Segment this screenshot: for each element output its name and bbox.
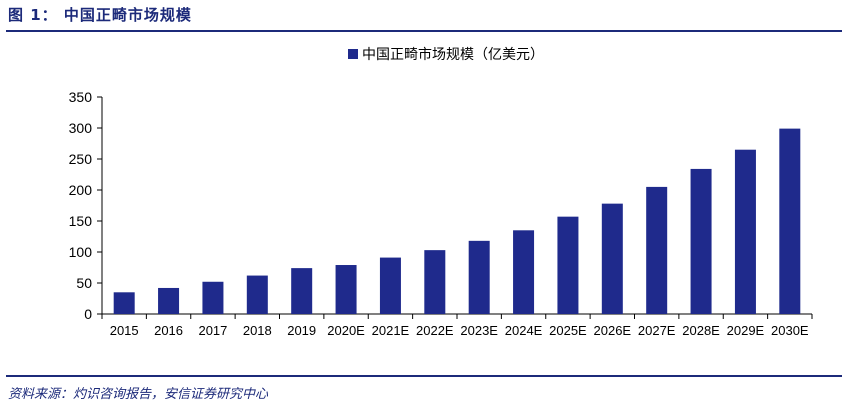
legend-swatch: [348, 49, 358, 59]
title-divider: [6, 30, 842, 32]
bar-2030E: [779, 128, 801, 314]
x-tick-label: 2021E: [372, 323, 410, 338]
x-axis-labels: 2015 2016 2017 2018 2019 2020E 2021E 2022E 2023E…: [110, 323, 809, 338]
y-tick-label: 200: [69, 182, 93, 198]
y-tick-label: 0: [84, 306, 92, 322]
bar-2022E: [424, 250, 446, 314]
legend-label: 中国正畸市场规模（亿美元）: [362, 46, 544, 63]
bar-2016: [158, 287, 180, 314]
y-tick-label: 50: [76, 275, 92, 291]
x-tick-label: 2023E: [460, 323, 498, 338]
bar-2018: [246, 275, 268, 314]
y-tick-label: 150: [69, 213, 93, 229]
legend: 中国正畸市场规模（亿美元）: [348, 46, 544, 63]
bar-2026E: [601, 203, 623, 314]
bar-2019: [291, 268, 313, 314]
bar-2028E: [690, 168, 712, 314]
x-tick-label: 2027E: [638, 323, 676, 338]
bar-chart: 中国正畸市场规模（亿美元） 2015 2016 2017 2018 2019 2020E 2…: [69, 46, 813, 338]
bar-2029E: [734, 149, 756, 314]
bar-2021E: [379, 257, 401, 314]
x-tick-label: 2016: [154, 323, 183, 338]
bar-2024E: [513, 230, 535, 314]
x-tick-label: 2030E: [771, 323, 809, 338]
x-tick-label: 2024E: [505, 323, 543, 338]
x-tick-label: 2028E: [682, 323, 720, 338]
y-axis-labels: 0 50 100 150 200 250 300 350: [69, 89, 93, 322]
x-tick-label: 2018: [243, 323, 272, 338]
source-divider: [6, 375, 842, 377]
bar-2017: [202, 281, 224, 314]
bar-2015: [113, 292, 135, 314]
x-tick-label: 2029E: [727, 323, 765, 338]
bar-2025E: [557, 216, 579, 314]
x-tick-label: 2019: [287, 323, 316, 338]
x-tick-label: 2025E: [549, 323, 587, 338]
x-tick-label: 2017: [198, 323, 227, 338]
y-tick-label: 250: [69, 151, 93, 167]
x-tick-label: 2022E: [416, 323, 454, 338]
y-tick-label: 300: [69, 120, 93, 136]
y-tick-label: 100: [69, 244, 93, 260]
bar-2023E: [468, 240, 490, 314]
y-tick-label: 350: [69, 89, 93, 105]
x-tick-label: 2026E: [594, 323, 632, 338]
bar-2027E: [646, 186, 668, 314]
bar-2020E: [335, 265, 357, 314]
x-tick-label: 2015: [110, 323, 139, 338]
source-note: 资料来源：灼识咨询报告，安信证券研究中心: [8, 387, 269, 402]
bars: [113, 128, 801, 314]
figure-title: 图 1： 中国正畸市场规模: [8, 6, 192, 24]
x-tick-label: 2020E: [327, 323, 365, 338]
